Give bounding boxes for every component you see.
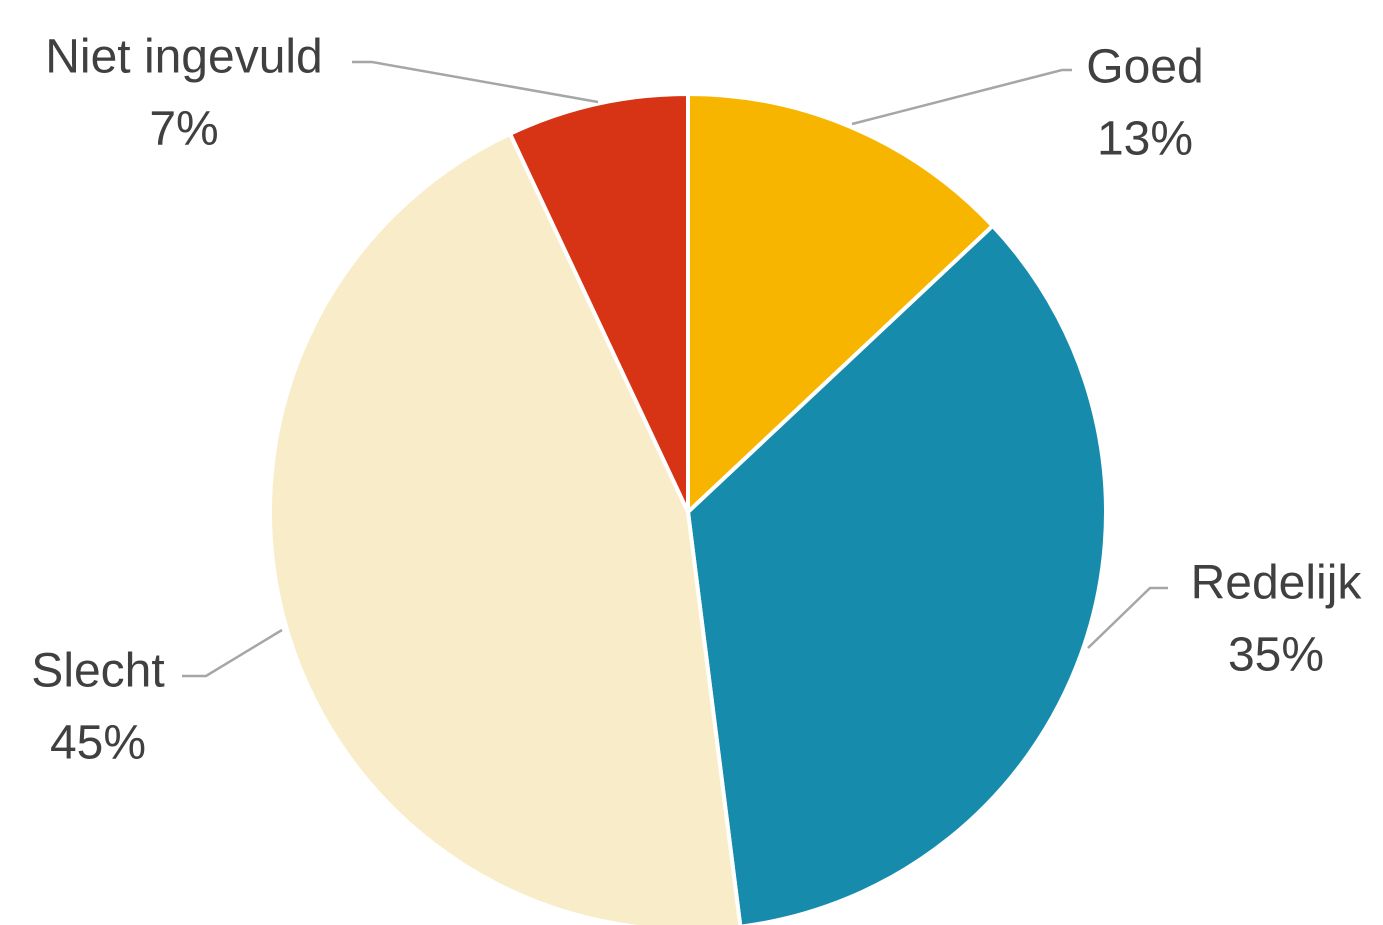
slice-percent-redelijk: 35% <box>1228 629 1324 682</box>
slice-percent-niet-ingevuld: 7% <box>149 103 218 156</box>
slice-percent-slecht: 45% <box>50 717 146 770</box>
leader-line-goed <box>851 68 1072 126</box>
leader-line-slecht <box>182 628 283 678</box>
slice-label-niet-ingevuld: Niet ingevuld <box>45 31 323 84</box>
leader-line-redelijk <box>1087 586 1168 649</box>
slice-label-slecht: Slecht <box>31 645 164 698</box>
leader-line-niet-ingevuld <box>352 60 599 104</box>
pie-slices <box>267 92 1108 925</box>
data-labels: Goed 13% Redelijk 35% Slecht 45% Niet ingevuld… <box>31 31 1362 770</box>
slice-label-redelijk: Redelijk <box>1191 557 1363 610</box>
pie-slice-niet-ingevuld <box>508 92 690 514</box>
pie-slice-slecht <box>267 131 743 925</box>
slice-percent-goed: 13% <box>1097 113 1193 166</box>
leader-lines <box>182 60 1168 678</box>
pie-slice-goed <box>686 92 995 514</box>
pie-slice-redelijk <box>686 223 1108 925</box>
slice-label-goed: Goed <box>1086 41 1203 94</box>
